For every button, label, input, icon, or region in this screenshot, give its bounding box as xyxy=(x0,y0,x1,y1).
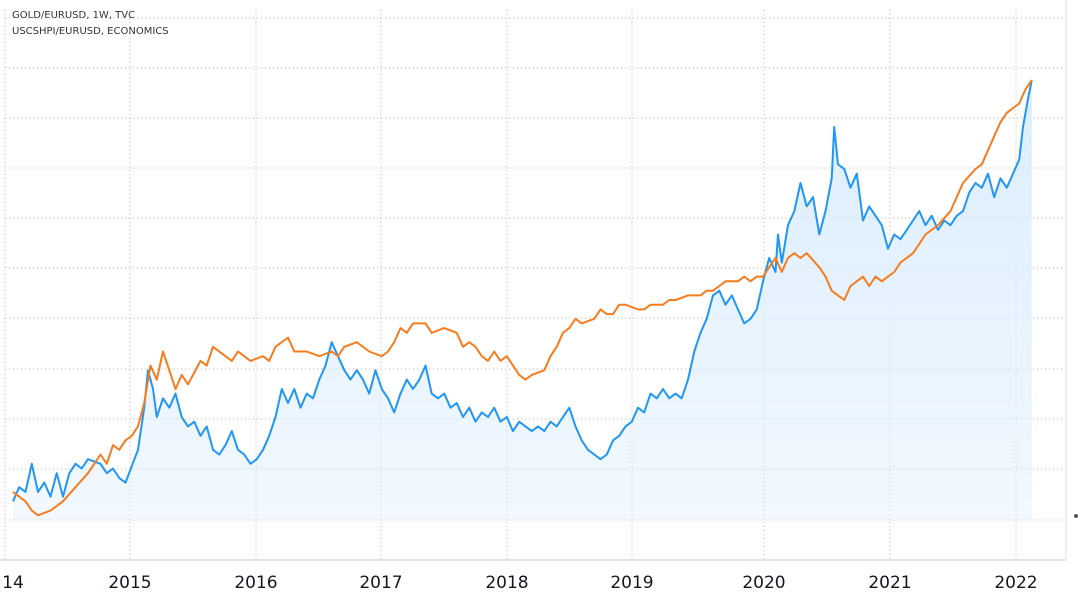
series-area-uscshpi-eurusd-economics xyxy=(13,80,1032,520)
legend-series-1: GOLD/EURUSD, 1W, TVC xyxy=(12,10,136,21)
x-tick-label: 2022 xyxy=(994,573,1037,593)
legend-series-2: USCSHPI/EURUSD, ECONOMICS xyxy=(12,26,169,37)
x-tick-label: 2016 xyxy=(234,573,277,593)
x-tick-label: 14 xyxy=(2,573,24,593)
x-tick-label: 2015 xyxy=(108,573,151,593)
x-tick-label: 2018 xyxy=(485,573,528,593)
chart-legend: GOLD/EURUSD, 1W, TVC USCSHPI/EURUSD, ECO… xyxy=(12,8,169,40)
price-scale-marker xyxy=(1074,514,1078,518)
x-axis-ticks: 14 2015 2016 2017 2018 2019 2020 2021 2022 xyxy=(2,573,1037,593)
series-line-gold-eurusd-1w-tvc xyxy=(12,79,1033,517)
series-line-uscshpi-eurusd-economics xyxy=(12,79,1033,502)
x-tick-label: 2021 xyxy=(868,573,911,593)
x-tick-label: 2020 xyxy=(742,573,785,593)
series-layer xyxy=(12,79,1033,520)
x-tick-label: 2017 xyxy=(359,573,402,593)
x-tick-label: 2019 xyxy=(610,573,653,593)
